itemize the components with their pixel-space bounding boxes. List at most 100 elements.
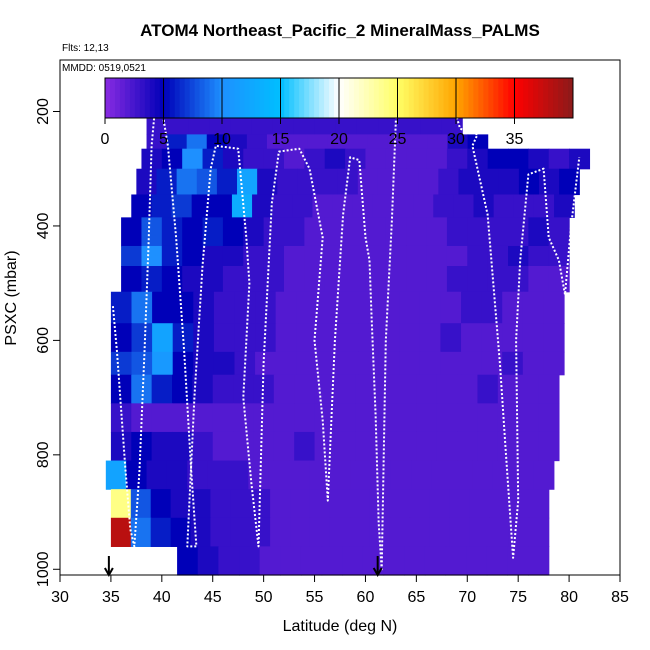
heatmap-cell [418, 168, 439, 196]
colorbar-swatch [274, 78, 280, 118]
heatmap-cell [192, 403, 214, 433]
heatmap-cell [533, 460, 555, 490]
heatmap-cell [438, 168, 460, 196]
heatmap-cell [518, 374, 540, 404]
heatmap-cell [385, 217, 407, 247]
heatmap-cell [426, 217, 448, 247]
heatmap-cell [508, 217, 529, 247]
heatmap-cell [406, 217, 428, 247]
heatmap-cell [222, 217, 244, 247]
heatmap-cell [284, 245, 305, 267]
colorbar-swatch [393, 78, 400, 118]
heatmap-cell [426, 245, 448, 267]
heatmap-cell [497, 374, 519, 404]
heatmap-cell [365, 245, 387, 267]
heatmap-cell [452, 460, 473, 490]
heatmap-cell [390, 460, 412, 490]
heatmap-cell [337, 291, 359, 324]
heatmap-cell [449, 489, 470, 519]
heatmap-cell [202, 245, 224, 267]
heatmap-cell [296, 291, 318, 324]
colorbar-swatch [358, 78, 365, 118]
colorbar-swatch [378, 78, 385, 118]
x-tick-label: 40 [153, 589, 171, 606]
heatmap-cell [275, 351, 297, 376]
colorbar-swatch [119, 78, 126, 118]
heatmap-cell [166, 460, 188, 490]
heatmap-cell [396, 403, 417, 433]
heatmap-cell [436, 374, 458, 404]
heatmap-cell [231, 194, 253, 218]
colorbar-swatch [553, 78, 559, 118]
heatmap-cell [522, 323, 545, 353]
heatmap-cell [243, 217, 265, 247]
heatmap-cell [110, 374, 132, 404]
heatmap-cell [166, 134, 188, 150]
heatmap-cell [533, 194, 555, 218]
heatmap-cell [461, 323, 483, 353]
heatmap-cell [416, 431, 438, 462]
heatmap-cell [457, 431, 479, 462]
heatmap-cell [477, 374, 499, 404]
colorbar-swatch [543, 78, 549, 118]
heatmap-cell [131, 431, 153, 462]
heatmap-cell [507, 546, 529, 576]
heatmap-cell [131, 194, 153, 218]
heatmap-cell [370, 460, 392, 490]
heatmap-cell [440, 351, 462, 376]
heatmap-cell [317, 168, 339, 196]
heatmap-cell [172, 291, 194, 324]
colorbar-tick-label: 10 [213, 131, 231, 148]
heatmap-cell [404, 546, 426, 576]
colorbar-swatch [264, 78, 270, 118]
heatmap-cell [243, 266, 265, 293]
heatmap-cell [222, 266, 244, 293]
heatmap-cell [246, 134, 268, 150]
heatmap-cell [453, 194, 475, 218]
heatmap-cell [569, 148, 591, 170]
colorbar-swatch [299, 78, 305, 118]
colorbar-swatch [149, 78, 156, 118]
x-tick-label: 85 [611, 589, 629, 606]
heatmap-cell [192, 374, 214, 404]
heatmap-cell [396, 374, 417, 404]
heatmap-cell [263, 148, 285, 170]
colorbar-swatch [139, 78, 146, 118]
heatmap-cell [210, 489, 231, 519]
heatmap-cell [121, 245, 143, 267]
heatmap-cell [398, 168, 419, 196]
heatmap-cell [213, 291, 236, 324]
colorbar-swatch [159, 78, 166, 118]
colorbar-swatch [488, 78, 494, 118]
heatmap-cell [477, 403, 499, 433]
heatmap-cell [273, 374, 295, 404]
colorbar-swatch [304, 78, 310, 118]
heatmap-cell [378, 351, 400, 376]
heatmap-cell [136, 168, 158, 196]
heatmap-cell [548, 148, 570, 170]
heatmap-cell [186, 134, 208, 150]
heatmap-cell [121, 217, 143, 247]
colorbar-swatch [353, 78, 360, 118]
colorbar-swatch [503, 78, 509, 118]
heatmap-cell [141, 266, 163, 293]
heatmap-cell [518, 403, 540, 433]
heatmap-cell [141, 245, 163, 267]
heatmap-cell [233, 431, 255, 462]
heatmap-cell [377, 168, 399, 196]
colorbar-swatch [189, 78, 196, 118]
colorbar-swatch [383, 78, 390, 118]
heatmap-cell [170, 517, 192, 547]
heatmap-cell [446, 266, 468, 293]
heatmap-cell [268, 460, 290, 490]
heatmap-cell [355, 374, 377, 404]
heatmap-cell [233, 374, 255, 404]
heatmap-cell [399, 291, 421, 324]
heatmap-cell [202, 266, 224, 293]
heatmap-cell [357, 168, 379, 196]
heatmap-cell [498, 168, 520, 196]
heatmap-cell [294, 403, 316, 433]
heatmap-cell [543, 323, 565, 353]
heatmap-cell [324, 245, 346, 267]
heatmap-cell [172, 374, 193, 404]
